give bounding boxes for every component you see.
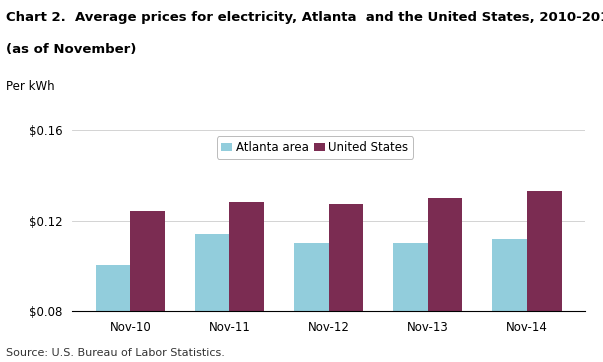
Text: (as of November): (as of November) <box>6 43 136 56</box>
Bar <box>393 243 428 362</box>
Bar <box>329 204 364 362</box>
Bar <box>294 243 329 362</box>
Text: Per kWh: Per kWh <box>6 80 55 93</box>
Bar <box>96 265 130 362</box>
Bar <box>428 198 463 362</box>
Legend: Atlanta area, United States: Atlanta area, United States <box>216 136 413 159</box>
Bar <box>195 234 230 362</box>
Bar <box>230 202 264 362</box>
Bar <box>527 191 561 362</box>
Bar <box>130 211 165 362</box>
Bar <box>492 239 527 362</box>
Text: Source: U.S. Bureau of Labor Statistics.: Source: U.S. Bureau of Labor Statistics. <box>6 348 225 358</box>
Text: Chart 2.  Average prices for electricity, Atlanta  and the United States, 2010-2: Chart 2. Average prices for electricity,… <box>6 11 603 24</box>
